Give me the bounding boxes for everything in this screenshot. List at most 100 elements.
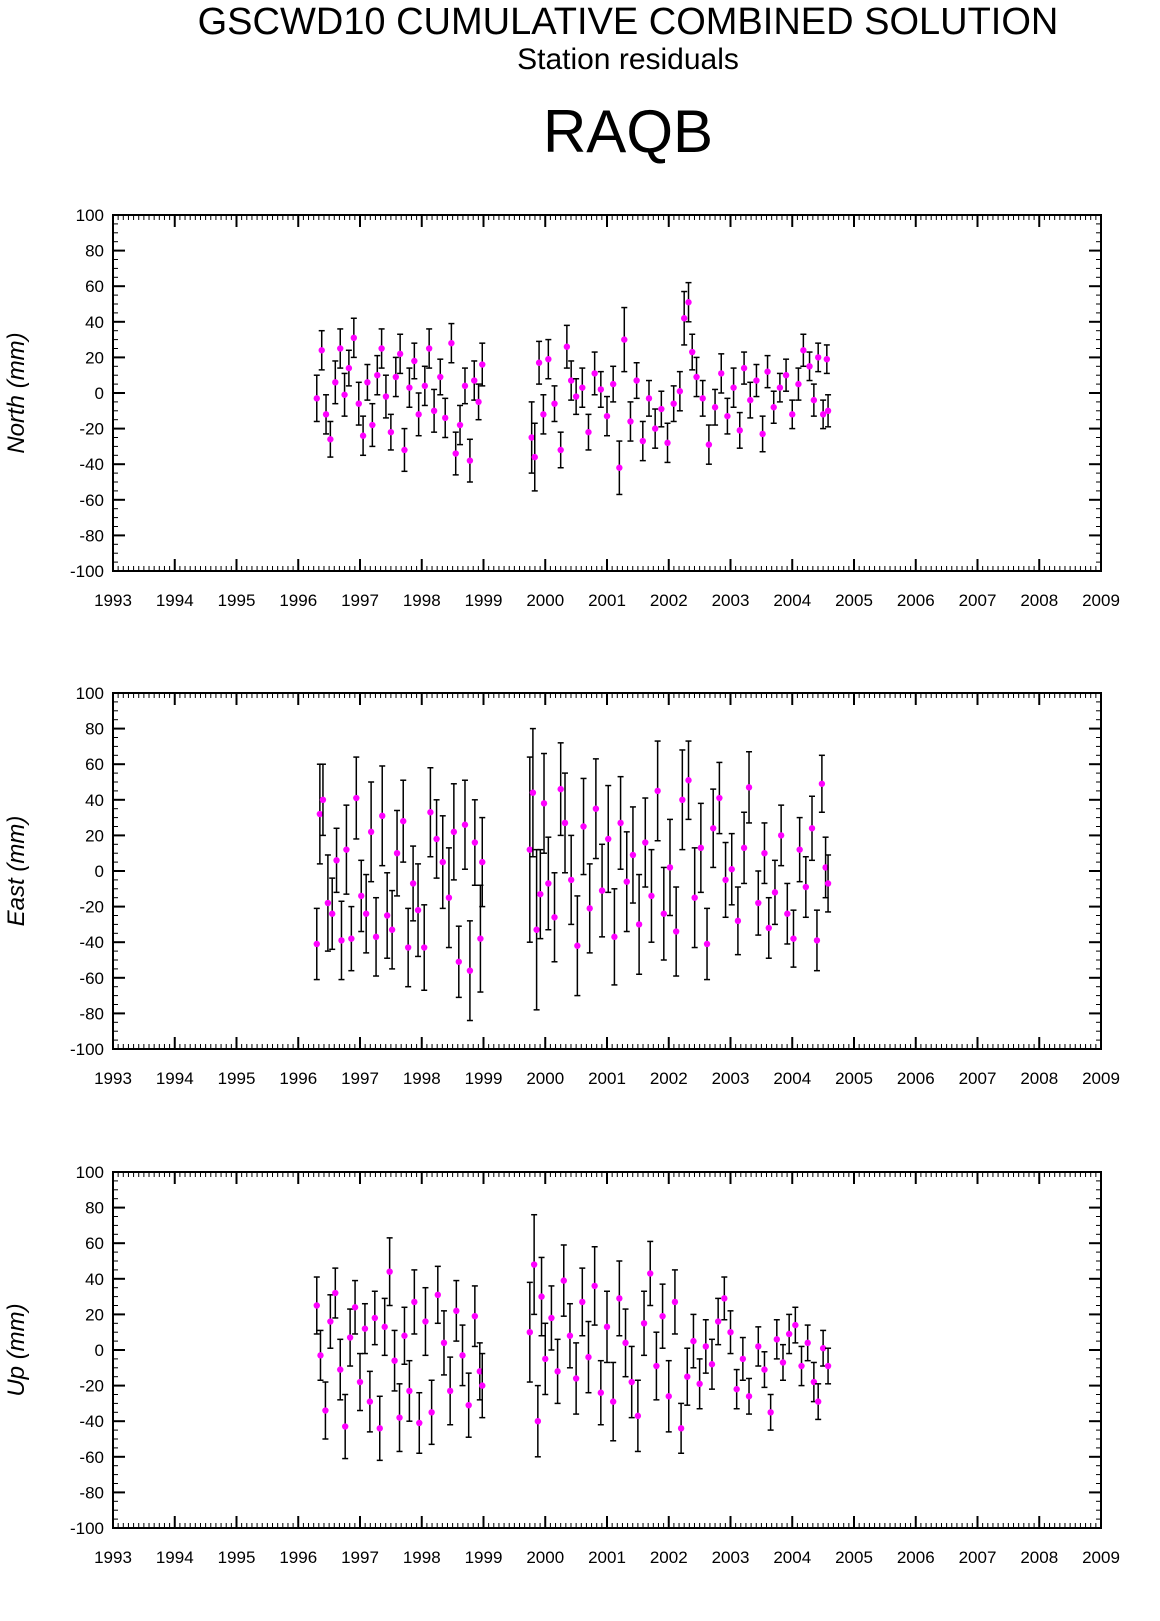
data-point: [554, 1368, 561, 1375]
data-point: [406, 1387, 413, 1395]
data-point: [332, 1289, 339, 1297]
data-point: [676, 388, 684, 395]
data-point: [672, 928, 680, 935]
data-point: [585, 1353, 592, 1361]
x-tick-label: 1997: [341, 1548, 379, 1567]
data-point: [450, 828, 458, 836]
data-point: [421, 382, 429, 390]
data-point: [416, 1419, 423, 1427]
data-point: [313, 940, 320, 948]
data-point: [574, 942, 581, 949]
data-point: [353, 794, 360, 802]
data-point: [409, 880, 417, 887]
y-tick-label: -80: [79, 1483, 104, 1502]
data-point: [755, 899, 762, 907]
data-point: [724, 412, 731, 420]
data-point: [442, 414, 449, 422]
y-tick-label: -20: [79, 420, 104, 439]
data-point: [391, 1357, 398, 1364]
data-point: [730, 384, 737, 391]
data-point: [740, 844, 748, 852]
data-point: [808, 825, 816, 832]
data-point: [616, 464, 623, 471]
data-point: [634, 1412, 642, 1420]
x-tick-label: 2000: [526, 591, 564, 610]
data-point: [671, 1298, 679, 1306]
y-tick-label: -20: [79, 1377, 104, 1396]
data-point: [796, 846, 803, 853]
data-point: [548, 1314, 555, 1322]
data-point: [411, 1298, 418, 1306]
data-point: [653, 1362, 660, 1370]
data-point: [479, 361, 486, 368]
plot-frame-east: [112, 692, 1102, 1050]
station-name: RAQB: [542, 98, 714, 165]
data-point: [359, 432, 367, 439]
x-tick-label: 1996: [279, 1069, 317, 1088]
data-point: [476, 1368, 483, 1375]
y-tick-label: 100: [76, 1163, 104, 1182]
data-point: [350, 334, 358, 342]
data-point: [622, 1339, 629, 1347]
data-point: [560, 1277, 567, 1284]
data-point: [798, 1362, 805, 1370]
data-point: [651, 425, 659, 432]
data-point: [356, 1378, 364, 1386]
data-point: [611, 933, 618, 941]
data-point: [430, 407, 438, 414]
data-point: [764, 368, 771, 375]
data-point: [371, 1314, 379, 1322]
data-point: [465, 1401, 472, 1409]
data-point: [428, 1409, 435, 1416]
x-tick-label: 2007: [959, 1548, 997, 1567]
data-point: [322, 1407, 329, 1414]
data-point: [367, 828, 375, 836]
data-point: [802, 883, 810, 891]
data-point: [745, 784, 753, 791]
x-tick-label: 1995: [218, 591, 256, 610]
data-point: [639, 437, 647, 445]
data-point: [317, 1352, 324, 1359]
data-point: [699, 395, 706, 402]
data-point: [822, 864, 829, 871]
data-point: [679, 796, 686, 803]
data-point: [795, 380, 802, 388]
panel-up: 1993 1994 1995 1996 1997 1998 1999 2000 2001 2002…: [3, 1163, 1120, 1567]
data-point: [393, 850, 401, 857]
y-tick-label: -60: [79, 491, 104, 510]
data-point: [341, 1423, 349, 1430]
data-point: [322, 411, 330, 418]
x-tick-label: 2005: [835, 1548, 873, 1567]
data-point: [406, 384, 413, 391]
x-tick-label: 2002: [650, 591, 688, 610]
x-tick-label: 1994: [156, 591, 194, 610]
x-tick-label: 1993: [94, 1548, 132, 1567]
y-tick-label: 0: [95, 862, 104, 881]
data-point: [824, 880, 832, 887]
data-point: [824, 407, 832, 414]
data-point: [361, 1325, 369, 1332]
x-tick-label: 2005: [835, 591, 873, 610]
data-point: [782, 372, 790, 379]
data-point: [755, 1343, 762, 1350]
data-point: [739, 1355, 747, 1363]
data-point: [635, 921, 643, 928]
y-tick-label: -80: [79, 526, 104, 545]
data-point: [386, 1268, 393, 1275]
data-point: [382, 393, 390, 400]
data-point: [381, 1323, 388, 1331]
data-point: [327, 436, 334, 443]
data-point: [545, 355, 552, 363]
x-tick-label: 2001: [588, 591, 626, 610]
data-point: [388, 926, 396, 933]
x-tick-label: 2000: [526, 1548, 564, 1567]
data-point: [693, 373, 700, 381]
data-point: [728, 866, 735, 873]
x-tick-label: 1995: [218, 1548, 256, 1567]
data-point: [591, 1282, 598, 1290]
data-point: [666, 864, 674, 871]
data-point: [379, 812, 386, 820]
data-point: [684, 1373, 691, 1380]
data-point: [585, 428, 592, 436]
plot-frame-north: [112, 214, 1102, 572]
